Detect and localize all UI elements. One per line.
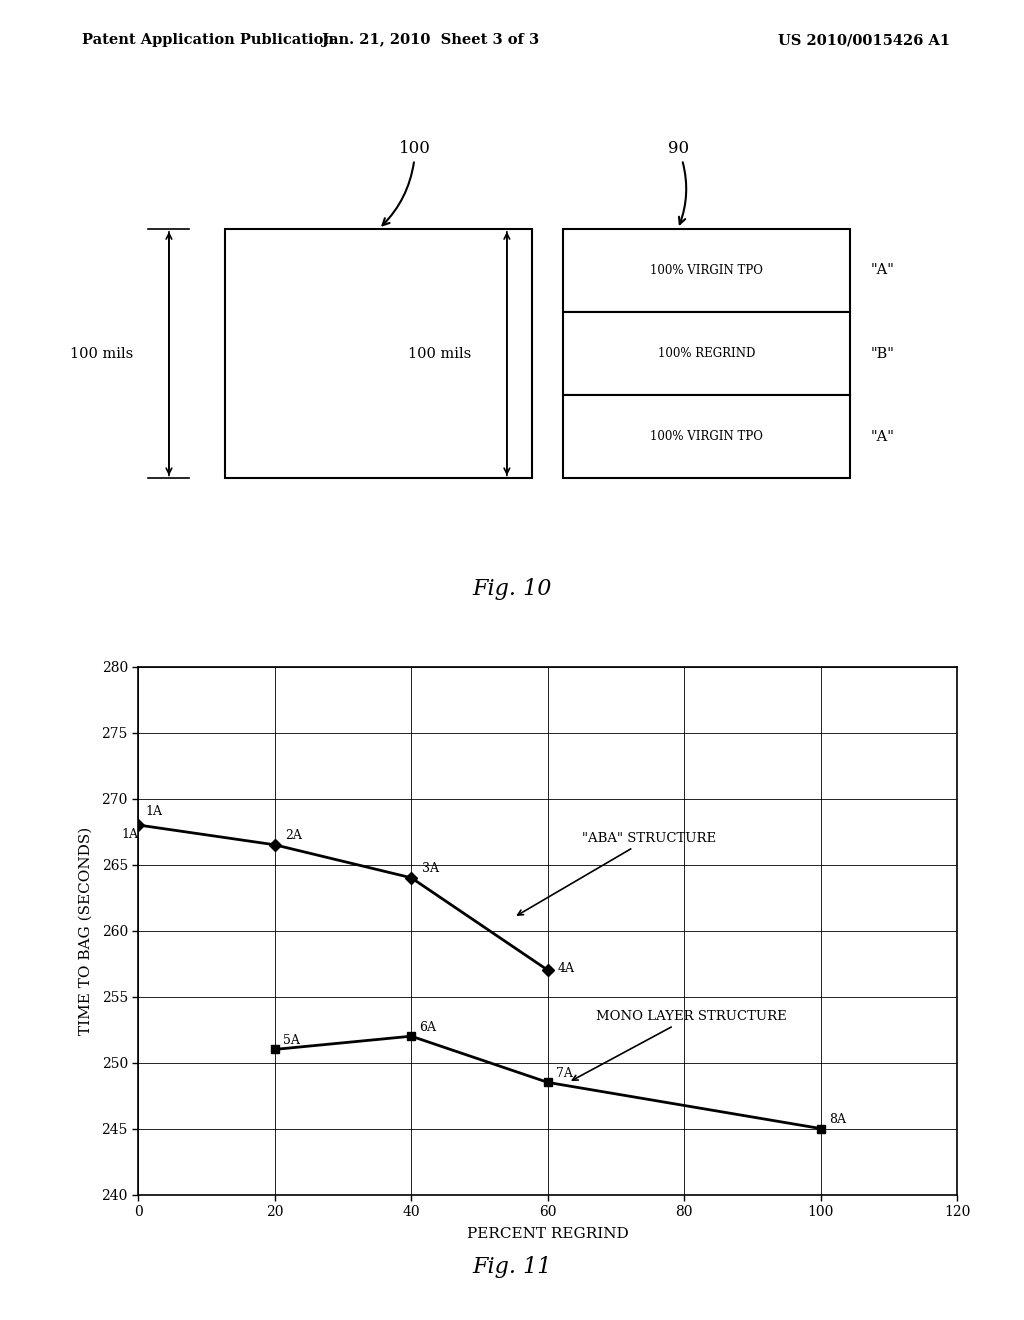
Text: "ABA" STRUCTURE: "ABA" STRUCTURE bbox=[518, 832, 716, 915]
Text: "B": "B" bbox=[870, 347, 894, 360]
Text: 1A: 1A bbox=[145, 805, 162, 818]
Text: 8A: 8A bbox=[829, 1113, 846, 1126]
Text: 3A: 3A bbox=[422, 862, 438, 875]
Y-axis label: TIME TO BAG (SECONDS): TIME TO BAG (SECONDS) bbox=[79, 826, 93, 1035]
Text: 6A: 6A bbox=[420, 1020, 436, 1034]
Text: Patent Application Publication: Patent Application Publication bbox=[82, 33, 334, 48]
Text: 5A: 5A bbox=[283, 1034, 300, 1047]
Text: 100% VIRGIN TPO: 100% VIRGIN TPO bbox=[650, 430, 763, 444]
Text: 100 mils: 100 mils bbox=[408, 347, 471, 360]
Text: "A": "A" bbox=[870, 430, 894, 444]
Text: 1A: 1A bbox=[121, 828, 138, 841]
Text: 90: 90 bbox=[668, 140, 689, 224]
Text: 100: 100 bbox=[383, 140, 431, 226]
Text: 4A: 4A bbox=[558, 962, 575, 975]
X-axis label: PERCENT REGRIND: PERCENT REGRIND bbox=[467, 1228, 629, 1241]
Text: Fig. 10: Fig. 10 bbox=[472, 578, 552, 601]
Text: 100 mils: 100 mils bbox=[70, 347, 133, 360]
Bar bbox=[225, 228, 532, 478]
Text: "A": "A" bbox=[870, 264, 894, 277]
Text: Fig. 11: Fig. 11 bbox=[472, 1255, 552, 1278]
Text: US 2010/0015426 A1: US 2010/0015426 A1 bbox=[778, 33, 950, 48]
Text: MONO LAYER STRUCTURE: MONO LAYER STRUCTURE bbox=[572, 1010, 786, 1080]
Text: 7A: 7A bbox=[556, 1067, 572, 1080]
Text: 2A: 2A bbox=[285, 829, 302, 842]
Bar bbox=[563, 312, 850, 395]
Text: 100% VIRGIN TPO: 100% VIRGIN TPO bbox=[650, 264, 763, 277]
Bar bbox=[563, 228, 850, 312]
Text: Jan. 21, 2010  Sheet 3 of 3: Jan. 21, 2010 Sheet 3 of 3 bbox=[322, 33, 539, 48]
Text: 100% REGRIND: 100% REGRIND bbox=[657, 347, 756, 360]
Bar bbox=[563, 395, 850, 478]
